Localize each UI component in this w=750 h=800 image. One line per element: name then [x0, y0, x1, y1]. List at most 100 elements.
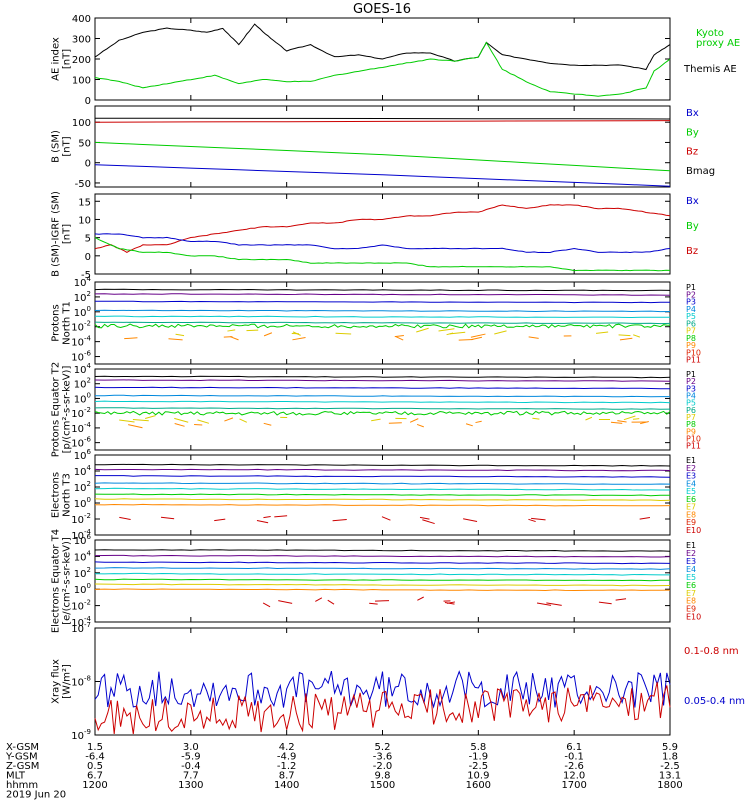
series-segment-p9 — [174, 423, 185, 427]
series-line-p4 — [94, 309, 671, 313]
x-axis-annotation: X-GSM 1.5 3.0 4.2 5.2 5.8 6.1 5.9Y-GSM -6.4 -5.9-… — [5, 742, 683, 800]
legend-e8: E8 — [686, 510, 696, 519]
series-segment-e9 — [417, 596, 424, 601]
series-segment-e9 — [369, 602, 378, 605]
y-tick-label: 50 — [78, 138, 91, 149]
series-segment-p7 — [416, 327, 429, 333]
series-segment-e9 — [315, 597, 323, 602]
x-row-value: -1.9 — [469, 752, 489, 763]
series-segment-p7 — [119, 419, 135, 423]
series-segment-p7 — [227, 329, 236, 332]
x-row-value: 1700 — [561, 780, 586, 791]
y-tick-label: 15 — [78, 197, 91, 208]
x-row-label: Y-GSM — [5, 752, 38, 763]
x-row-value: 12.0 — [563, 771, 585, 782]
legend-p7: P7 — [686, 413, 696, 422]
y-tick-label: 106 — [74, 533, 92, 547]
x-row-value: 4.2 — [279, 742, 295, 753]
series-segment-p7 — [532, 417, 540, 420]
y-axis-label: [p/(cm²-s-sr-keV)] — [62, 366, 73, 454]
x-row-value: -1.2 — [277, 761, 297, 772]
legend-e6: E6 — [686, 495, 696, 504]
series-segment-p7 — [175, 333, 185, 337]
legend-bx: Bx — [686, 196, 699, 207]
series-line-p4 — [95, 394, 670, 398]
x-row-value: 8.7 — [279, 771, 295, 782]
y-tick-label: 10 — [78, 215, 91, 226]
y-tick-label: 100 — [74, 582, 91, 596]
series-segment-p9 — [619, 337, 633, 341]
series-segment-p7 — [197, 419, 210, 424]
figure-title: GOES-16 — [353, 2, 411, 17]
series-segment-p9 — [471, 336, 483, 341]
panel-8: 10-9 10-8 10-7 Xray flux [W/m²] 0.1-0.8 nm 0.0… — [51, 621, 746, 742]
series-segment-e9 — [119, 516, 131, 521]
series-line-bmag — [94, 117, 671, 120]
series-line-p2 — [94, 293, 671, 296]
y-tick-label: 104 — [74, 362, 92, 376]
series-segment-p9 — [224, 417, 234, 422]
series-segment-e9 — [332, 518, 347, 522]
series-segment-p9 — [610, 421, 623, 424]
series-segment-p7 — [633, 334, 641, 338]
series-segment-p7 — [292, 331, 301, 336]
x-row-value: 1.5 — [87, 742, 103, 753]
series-line-p6 — [94, 407, 671, 410]
series-segment-p9 — [168, 338, 183, 341]
y-tick-label: 100 — [72, 76, 91, 87]
series-line-p5 — [94, 315, 671, 319]
series-line-p3 — [94, 386, 670, 390]
series-segment-p9 — [528, 336, 539, 339]
legend-p10: P10 — [686, 348, 701, 357]
x-row-value: 1600 — [466, 780, 491, 791]
series-segment-e9 — [639, 517, 651, 520]
x-row-value: 1.8 — [662, 752, 678, 763]
series-line-0-1-0-8-nm — [94, 681, 671, 735]
legend-kyoto-proxy-ae: Kyoto — [696, 28, 724, 39]
series-segment-p9 — [194, 423, 203, 426]
series-line-e4 — [94, 482, 671, 485]
legend-p8: P8 — [686, 420, 696, 429]
y-tick-label: 102 — [74, 290, 91, 304]
series-segment-p7 — [585, 416, 593, 421]
x-row-value: -2.5 — [660, 761, 680, 772]
series-segment-p7 — [239, 418, 248, 423]
series-line-p1 — [94, 375, 671, 379]
y-tick-label: 100 — [74, 496, 91, 510]
y-axis-label: [e/(cm²-s-sr-keV)] — [62, 537, 73, 625]
panel-2: -50 0 50 100 B (SM) [nT] Bx By Bz Bmag — [51, 105, 715, 190]
series-segment-e9 — [598, 601, 612, 605]
legend-e9: E9 — [686, 605, 696, 614]
y-tick-label: 10-4 — [71, 421, 91, 435]
series-line-by — [94, 141, 671, 172]
series-segment-e9 — [214, 518, 226, 522]
legend-e2: E2 — [686, 549, 696, 558]
legend-p2: P2 — [686, 290, 696, 299]
x-row-value: 1200 — [82, 780, 107, 791]
y-tick-label: 10-7 — [71, 621, 91, 635]
legend-p11: P11 — [686, 442, 701, 451]
x-row-value: -2.6 — [564, 761, 584, 772]
y-tick-label: 10-2 — [71, 599, 91, 613]
series-segment-e9 — [463, 518, 478, 522]
legend-e6: E6 — [686, 581, 696, 590]
series-segment-p9 — [409, 418, 419, 423]
series-segment-p9 — [475, 420, 482, 424]
series-line-0-05-0-4-nm — [94, 670, 671, 709]
y-tick-label: 5 — [85, 234, 91, 245]
legend-p2: P2 — [686, 377, 696, 386]
y-tick-label: 106 — [74, 448, 92, 462]
x-row-label: hhmm — [6, 780, 38, 791]
legend-e5: E5 — [686, 487, 696, 496]
y-axis-label: [nT] — [62, 224, 73, 244]
x-row-value: 1400 — [274, 780, 299, 791]
y-tick-label: 0 — [85, 159, 91, 170]
x-row-value: 9.8 — [375, 771, 391, 782]
y-tick-label: 100 — [72, 118, 91, 129]
y-tick-label: 10-9 — [71, 728, 91, 742]
x-row-value: -0.4 — [181, 761, 201, 772]
legend-kyoto-proxy-ae: proxy AE — [696, 38, 740, 49]
series-segment-p9 — [617, 420, 627, 423]
series-line-e7 — [94, 583, 671, 587]
